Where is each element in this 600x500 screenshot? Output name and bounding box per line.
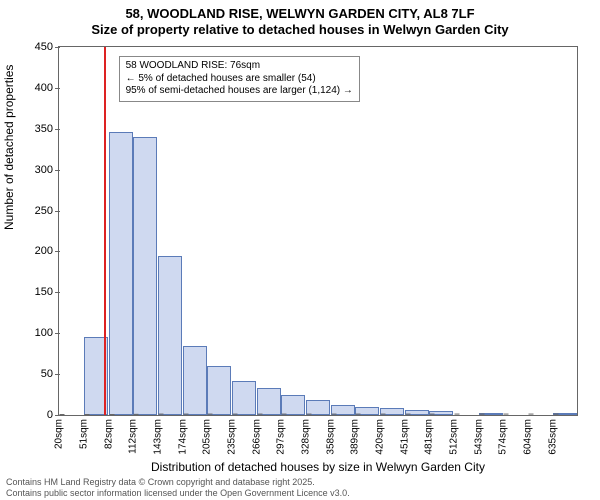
y-tick: 350: [35, 123, 59, 135]
y-tick: 200: [35, 245, 59, 257]
footer-attribution: Contains HM Land Registry data © Crown c…: [6, 477, 350, 498]
chart-container: 58, WOODLAND RISE, WELWYN GARDEN CITY, A…: [0, 0, 600, 500]
title-line-1: 58, WOODLAND RISE, WELWYN GARDEN CITY, A…: [0, 6, 600, 22]
x-tick: 328sqm: [300, 415, 311, 455]
y-tick: 100: [35, 327, 59, 339]
chart-title: 58, WOODLAND RISE, WELWYN GARDEN CITY, A…: [0, 0, 600, 39]
x-tick: 358sqm: [325, 415, 336, 455]
x-tick: 389sqm: [350, 415, 361, 455]
histogram-bar: [207, 366, 231, 415]
x-tick: 266sqm: [251, 415, 262, 455]
y-tick: 50: [41, 368, 59, 380]
x-tick: 604sqm: [522, 415, 533, 455]
footer-line-2: Contains public sector information licen…: [6, 488, 350, 498]
title-line-2: Size of property relative to detached ho…: [0, 22, 600, 38]
annotation-line: 95% of semi-detached houses are larger (…: [126, 85, 353, 98]
y-tick: 150: [35, 286, 59, 298]
histogram-bar: [133, 137, 157, 415]
x-tick: 420sqm: [374, 415, 385, 455]
y-tick: 450: [35, 41, 59, 53]
x-tick: 297sqm: [276, 415, 287, 455]
x-tick: 82sqm: [103, 415, 114, 449]
x-tick: 112sqm: [128, 415, 139, 454]
x-tick: 481sqm: [424, 415, 435, 455]
x-tick: 635sqm: [547, 415, 558, 455]
histogram-bar: [183, 346, 207, 416]
plot-area: 05010015020025030035040045020sqm51sqm82s…: [58, 46, 578, 416]
x-tick: 543sqm: [473, 415, 484, 455]
x-tick: 20sqm: [54, 415, 65, 449]
x-tick: 235sqm: [226, 415, 237, 455]
annotation-line: ← 5% of detached houses are smaller (54): [126, 73, 353, 86]
histogram-bar: [306, 400, 330, 415]
x-tick: 512sqm: [448, 415, 459, 455]
annotation-box: 58 WOODLAND RISE: 76sqm← 5% of detached …: [119, 56, 360, 102]
y-tick: 300: [35, 164, 59, 176]
footer-line-1: Contains HM Land Registry data © Crown c…: [6, 477, 350, 487]
x-tick: 574sqm: [498, 415, 509, 455]
histogram-bar: [257, 388, 281, 415]
histogram-bar: [281, 395, 305, 415]
histogram-bar: [158, 256, 182, 415]
annotation-line: 58 WOODLAND RISE: 76sqm: [126, 60, 353, 73]
y-axis-label: Number of detached properties: [2, 65, 16, 230]
x-tick: 205sqm: [202, 415, 213, 455]
histogram-bar: [232, 381, 256, 415]
x-tick: 143sqm: [152, 415, 163, 455]
x-tick: 51sqm: [78, 415, 89, 449]
property-marker-line: [104, 47, 106, 415]
histogram-bar: [109, 132, 133, 415]
x-tick: 451sqm: [399, 415, 410, 455]
y-tick: 400: [35, 82, 59, 94]
y-tick: 250: [35, 205, 59, 217]
x-axis-label: Distribution of detached houses by size …: [58, 460, 578, 474]
x-tick: 174sqm: [177, 415, 188, 455]
